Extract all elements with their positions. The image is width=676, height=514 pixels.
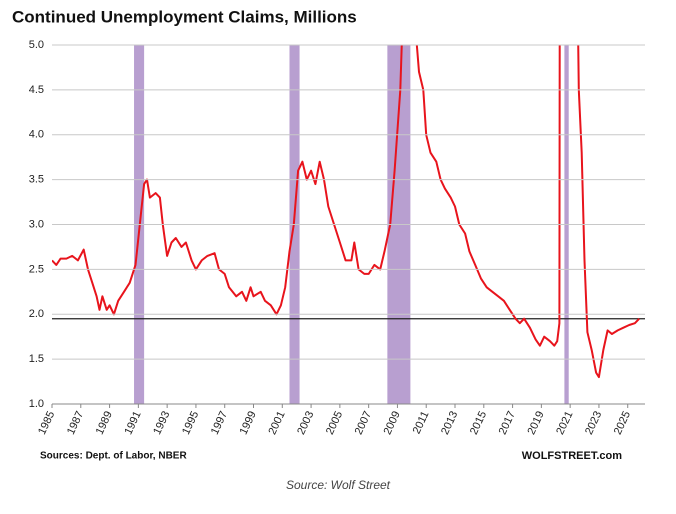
x-tick-label: 1991	[122, 409, 143, 436]
plot-area	[52, 45, 645, 404]
x-tick-label: 2015	[468, 409, 489, 436]
source-left: Sources: Dept. of Labor, NBER	[40, 451, 187, 462]
y-tick-label: 2.5	[29, 263, 44, 275]
y-tick-label: 1.0	[29, 398, 44, 410]
x-tick-label: 1989	[94, 409, 115, 436]
y-tick-label: 3.0	[29, 218, 44, 230]
x-tick-label: 2011	[411, 409, 432, 436]
x-tick-label: 2017	[497, 409, 518, 436]
x-tick-label: 1993	[151, 409, 172, 436]
x-tick-label: 2025	[612, 409, 633, 436]
x-tick-label: 1987	[65, 409, 86, 436]
x-tick-label: 1999	[238, 409, 259, 436]
x-tick-label: 2023	[583, 409, 604, 436]
x-tick-label: 2013	[439, 409, 460, 436]
x-tick-label: 2005	[324, 409, 345, 436]
x-tick-label: 2019	[525, 409, 546, 436]
chart-title: Continued Unemployment Claims, Millions	[12, 7, 357, 26]
x-tick-label: 2009	[382, 409, 403, 436]
x-tick-label: 1985	[36, 409, 57, 436]
x-tick-label: 1997	[209, 409, 230, 436]
caption: Source: Wolf Street	[286, 478, 391, 492]
x-tick-label: 2001	[266, 409, 287, 436]
y-tick-label: 3.5	[29, 174, 44, 186]
x-tick-label: 2021	[554, 409, 575, 436]
x-tick-label: 1995	[180, 409, 201, 436]
x-tick-label: 2003	[295, 409, 316, 436]
data-line	[52, 45, 640, 379]
y-tick-label: 4.0	[29, 129, 44, 141]
x-tick-label: 2007	[353, 409, 374, 436]
y-tick-label: 1.5	[29, 353, 44, 365]
y-tick-label: 2.0	[29, 308, 44, 320]
y-tick-label: 5.0	[29, 39, 44, 51]
y-tick-label: 4.5	[29, 84, 44, 96]
source-right: WOLFSTREET.com	[522, 450, 622, 462]
